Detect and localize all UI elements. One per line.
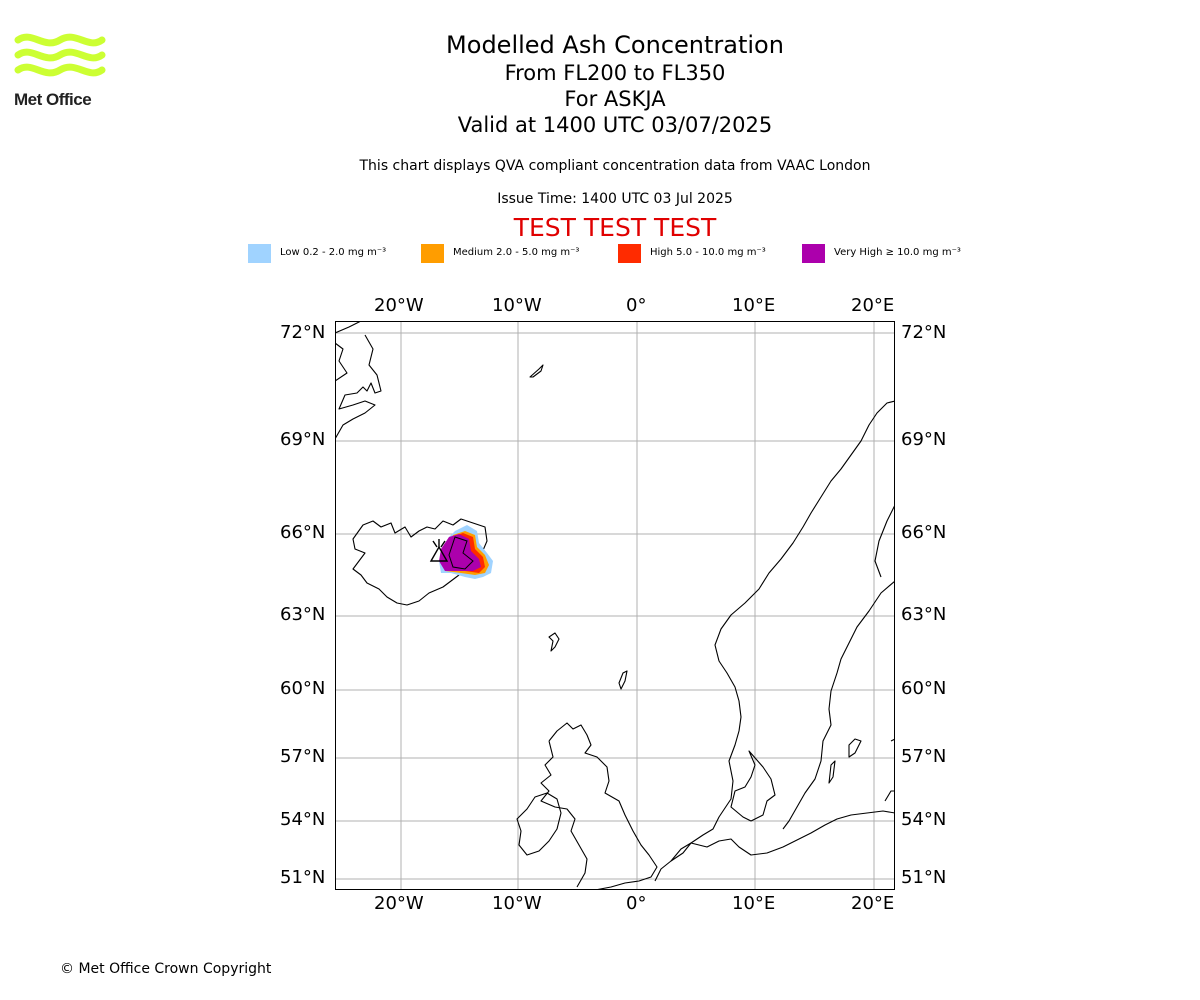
lat-label-right-72n: 72°N (901, 322, 947, 343)
logo-text: Met Office (14, 90, 92, 109)
lon-label-top-10w: 10°W (492, 295, 542, 316)
legend-swatch-low (248, 244, 271, 263)
title-block: Modelled Ash Concentration From FL200 to… (315, 30, 915, 138)
chart-title: Modelled Ash Concentration (446, 31, 784, 59)
test-banner: TEST TEST TEST (513, 213, 717, 242)
legend-swatch-very-high (802, 244, 825, 263)
lat-label-right-54n: 54°N (901, 809, 947, 830)
coast-great-britain (540, 722, 658, 890)
coast-gotland (848, 738, 862, 758)
lat-label-left-54n: 54°N (280, 809, 326, 830)
coast-iceland (352, 518, 488, 606)
ash-plume (429, 525, 493, 579)
valid-time: Valid at 1400 UTC 03/07/2025 (457, 113, 773, 137)
lon-label-top-10e: 10°E (732, 295, 776, 316)
map-frame (335, 321, 895, 890)
legend-swatch-medium (421, 244, 444, 263)
legend-swatch-high (618, 244, 641, 263)
lon-label-top-0: 0° (626, 295, 647, 316)
legend-label-very-high: Very High ≥ 10.0 mg m⁻³ (834, 247, 961, 258)
legend-label-low: Low 0.2 - 2.0 mg m⁻³ (280, 247, 387, 258)
chart-description: This chart displays QVA compliant concen… (359, 158, 871, 174)
lat-label-left-69n: 69°N (280, 429, 326, 450)
lat-label-left-60n: 60°N (280, 678, 326, 699)
volcano-name: For ASKJA (564, 87, 666, 111)
ash-very-high-area (439, 534, 481, 571)
lat-label-right-63n: 63°N (901, 604, 947, 625)
coast-denmark (730, 750, 776, 822)
lat-label-right-51n: 51°N (901, 867, 947, 888)
coast-finland (874, 504, 895, 578)
coast-low-countries (670, 810, 895, 862)
lat-label-left-63n: 63°N (280, 604, 326, 625)
lon-label-top-20w: 20°W (374, 295, 424, 316)
lon-label-bottom-20w: 20°W (374, 893, 424, 914)
coast-sweden-east (782, 580, 895, 830)
met-office-wave-icon (14, 33, 106, 77)
coastlines (335, 321, 895, 890)
lat-label-left-66n: 66°N (280, 522, 326, 543)
map-gridlines (335, 321, 895, 890)
vaa-polygon-outline (448, 536, 474, 570)
lon-label-bottom-10e: 10°E (732, 893, 776, 914)
legend-label-high: High 5.0 - 10.0 mg m⁻³ (650, 247, 766, 258)
lon-label-bottom-20e: 20°E (851, 893, 895, 914)
legend-label-medium: Medium 2.0 - 5.0 mg m⁻³ (453, 247, 580, 258)
lat-label-right-69n: 69°N (901, 429, 947, 450)
issue-time: Issue Time: 1400 UTC 03 Jul 2025 (497, 191, 733, 207)
lat-label-left-72n: 72°N (280, 322, 326, 343)
lon-label-bottom-0: 0° (626, 893, 647, 914)
lon-label-top-20e: 20°E (851, 295, 895, 316)
coast-faroe (548, 632, 560, 652)
lat-label-left-57n: 57°N (280, 746, 326, 767)
coast-shetland (618, 670, 628, 690)
lat-label-right-57n: 57°N (901, 746, 947, 767)
coast-ireland (516, 792, 562, 856)
flight-level-range: From FL200 to FL350 (504, 61, 726, 85)
volcano-marker-icon (429, 539, 449, 562)
coast-oland (828, 760, 836, 784)
lat-label-right-60n: 60°N (901, 678, 947, 699)
coast-scandinavia (654, 400, 895, 882)
coast-jan-mayen (529, 364, 544, 378)
copyright-text: © Met Office Crown Copyright (60, 961, 272, 977)
coast-greenland (335, 321, 382, 440)
lat-label-right-66n: 66°N (901, 522, 947, 543)
lon-label-bottom-10w: 10°W (492, 893, 542, 914)
ash-map (335, 321, 895, 890)
coast-estonia-edge (884, 738, 895, 802)
map-border (335, 321, 895, 890)
lat-label-left-51n: 51°N (280, 867, 326, 888)
met-office-logo: Met Office (14, 30, 106, 112)
